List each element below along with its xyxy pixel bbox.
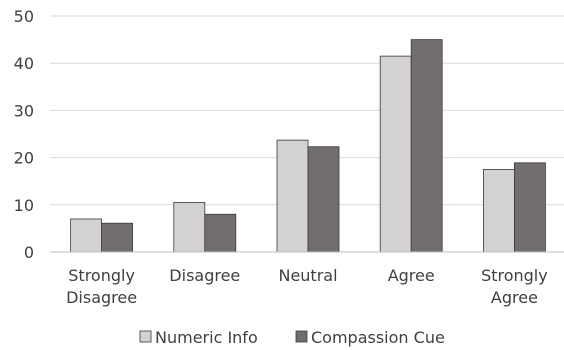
bar-compassion-cue: [307, 146, 340, 253]
bars: [70, 39, 546, 253]
bar-compassion-cue: [514, 162, 546, 253]
y-tick-label: 10: [14, 196, 34, 215]
bar-compassion-cue: [204, 213, 237, 253]
category-label: Agree: [388, 266, 435, 285]
category-labels: Strongly Disagree Disagree Neutral Agree Stro…: [66, 266, 548, 307]
bar-numeric-info: [379, 55, 412, 253]
legend: Numeric Info Compassion Cue: [139, 328, 445, 347]
legend-swatch: [295, 330, 308, 343]
y-tick-label: 20: [14, 149, 34, 168]
bar-numeric-info: [482, 168, 515, 253]
category-label: Disagree: [169, 266, 240, 285]
y-tick-label: 0: [24, 243, 34, 262]
bar-compassion-cue: [101, 222, 133, 253]
bar-numeric-info: [70, 218, 102, 253]
legend-swatch: [139, 330, 152, 343]
legend-label: Numeric Info: [155, 328, 258, 347]
bar-compassion-cue: [410, 39, 443, 253]
category-label: Disagree: [66, 288, 137, 307]
legend-label: Compassion Cue: [311, 328, 445, 347]
y-axis-tick-labels: 0 10 20 30 40 50: [14, 7, 34, 262]
category-label: Strongly: [68, 266, 135, 285]
gridlines: [50, 15, 564, 206]
bar-numeric-info: [173, 202, 206, 253]
category-label: Neutral: [278, 266, 337, 285]
category-label: Strongly: [481, 266, 548, 285]
y-tick-label: 30: [14, 101, 34, 120]
bar-numeric-info: [276, 139, 309, 253]
y-tick-label: 50: [14, 7, 34, 26]
y-tick-label: 40: [14, 54, 34, 73]
category-label: Agree: [491, 288, 538, 307]
